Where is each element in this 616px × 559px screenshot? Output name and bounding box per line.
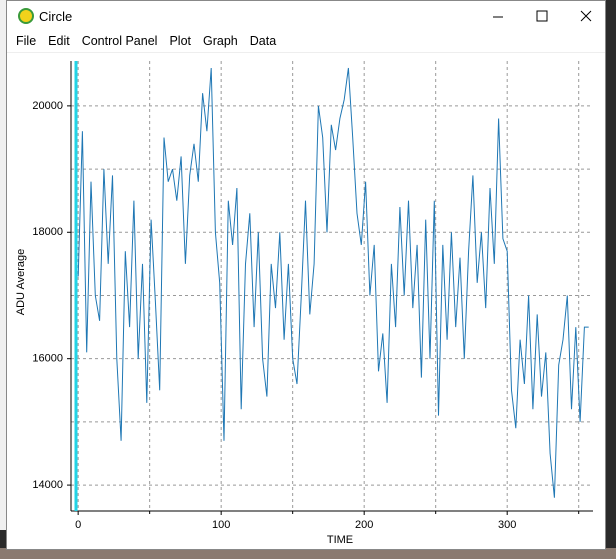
- menu-item[interactable]: Control Panel: [81, 34, 158, 48]
- window: Circle File Edit Control Panel Plot Graph Dat…: [6, 0, 606, 550]
- window-controls[interactable]: [485, 1, 605, 32]
- x-tick-label: 300: [498, 519, 516, 531]
- x-tick-label: 200: [355, 519, 373, 531]
- y-tick-label: 20000: [32, 100, 63, 112]
- menu-item[interactable]: Data: [249, 34, 277, 48]
- menu-item[interactable]: File: [16, 34, 37, 48]
- app-icon: [18, 8, 34, 24]
- x-tick-label: 100: [212, 519, 230, 531]
- background-window: [0, 0, 6, 530]
- chart: TIME ADU Average 14000 16000 18000 20000 0 10…: [15, 61, 593, 546]
- data-line: [77, 67, 589, 498]
- menu-item[interactable]: Graph: [203, 34, 238, 48]
- y-tick-label: 16000: [32, 353, 63, 365]
- menu-item[interactable]: Edit: [48, 34, 70, 48]
- x-axis-label: TIME: [327, 534, 353, 546]
- title-bar: Circle: [7, 1, 605, 32]
- x-tick-label: 0: [75, 519, 81, 531]
- menu-item[interactable]: Plot: [169, 34, 191, 48]
- window-title: Circle: [39, 9, 73, 24]
- y-axis-label: ADU Average: [15, 249, 27, 315]
- y-tick-label: 18000: [32, 226, 63, 238]
- y-tick-label: 14000: [32, 479, 63, 491]
- taskbar-strip: [0, 548, 616, 559]
- menu-bar: File Edit Control Panel Plot Graph Data: [7, 32, 605, 53]
